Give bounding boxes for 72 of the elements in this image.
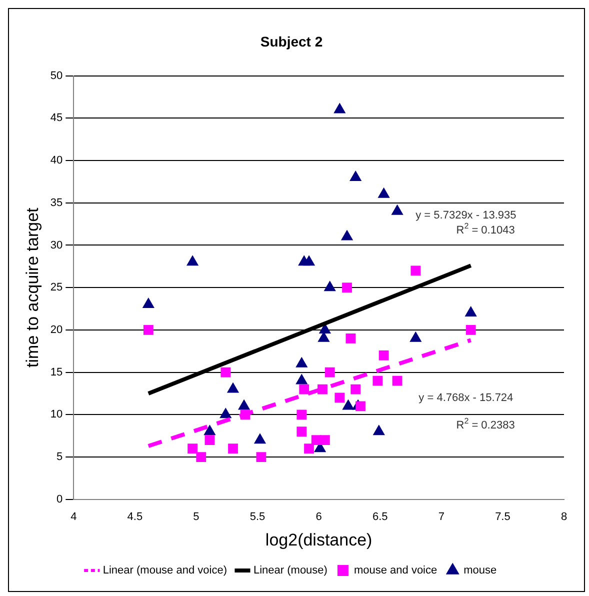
x-tick-label: 5.5 [250,511,266,524]
point [372,376,383,386]
point [340,230,354,240]
x-tick-label: 7.5 [495,511,510,524]
point [256,452,266,462]
y-tick-label: 20 [50,324,63,336]
point [196,452,206,462]
x-axis-title: log2(distance) [265,530,372,550]
point [378,187,390,198]
x-tick-label: 6.5 [372,511,388,524]
legend-label: Linear (mouse and voice) [102,564,227,577]
point [302,255,316,266]
point [372,424,385,436]
x-tick-label: 8 [560,511,568,524]
point [350,170,362,181]
y-tick-label: 10 [50,408,63,421]
point [324,280,336,292]
point [342,399,354,410]
point [350,384,361,394]
point [391,204,404,215]
legend-label: Linear (mouse) [253,564,328,577]
point [226,382,240,393]
x-tick-label: 4.5 [127,511,143,524]
point [296,410,307,420]
y-tick-label: 40 [50,154,63,167]
point [254,433,266,444]
point [204,424,216,436]
point [186,255,199,266]
y-tick-label: 5 [56,451,63,464]
point [220,367,231,378]
annotation: y = 4.768x - 15.724 [418,392,514,404]
point [228,444,238,454]
y-tick-label: 25 [50,282,63,294]
point [356,401,366,412]
point [220,408,232,418]
y-tick-label: 15 [50,366,63,378]
point [299,384,310,394]
y-tick-label: 35 [50,196,63,209]
point [304,444,314,454]
point [238,399,250,410]
x-tick-label: 4 [70,511,77,524]
annotation: y = 5.7329x - 13.935 [416,210,516,222]
x-tick-label: 5 [193,511,200,524]
point [334,102,346,114]
y-axis-title: time to acquire target [22,207,42,368]
y-tick-label: 30 [50,239,63,252]
x-tick-label: 7 [438,511,444,524]
legend-label: mouse [464,564,497,577]
y-tick-label: 0 [56,493,63,506]
y-tick-label: 45 [50,112,63,124]
point [466,325,476,335]
point [410,331,422,342]
point [311,435,322,446]
point [142,298,154,308]
y-tick-label: 50 [50,70,63,82]
point [334,392,345,403]
point [324,367,335,378]
point [410,266,421,276]
point [378,350,389,360]
point [346,333,356,344]
x-tick-label: 6 [316,511,322,524]
point [296,356,308,368]
point [296,426,307,437]
point [464,306,477,317]
legend-label: mouse and voice [354,564,438,577]
point [296,374,308,384]
point [143,325,154,335]
point [392,376,402,386]
point [204,435,215,446]
point [188,444,198,454]
chart-title: Subject 2 [260,33,323,50]
point [342,282,352,293]
